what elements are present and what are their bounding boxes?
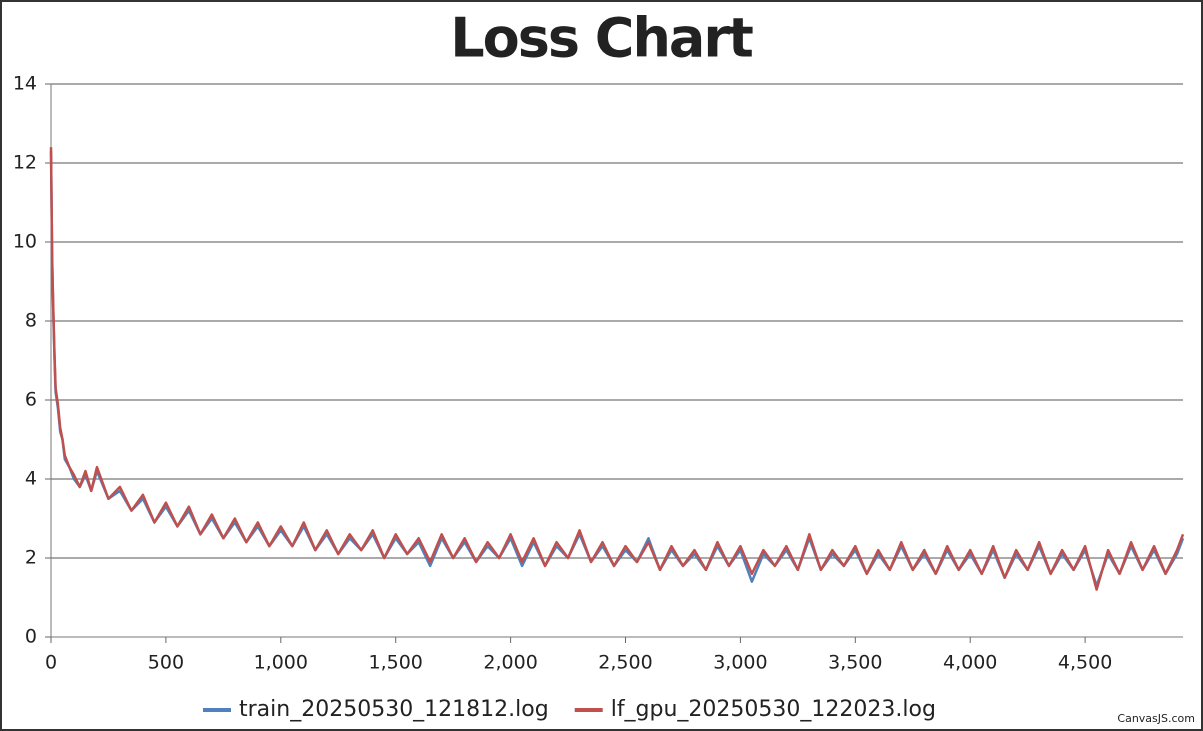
legend-label: train_20250530_121812.log bbox=[239, 697, 549, 722]
x-tick-label: 3,000 bbox=[713, 652, 767, 674]
series-line bbox=[49, 147, 1185, 591]
x-tick-label: 2,000 bbox=[483, 652, 537, 674]
x-tick-label: 4,500 bbox=[1058, 652, 1112, 674]
credit: CanvasJS.com bbox=[1117, 712, 1195, 725]
x-tick-label: 2,500 bbox=[598, 652, 652, 674]
y-tick-label: 2 bbox=[25, 547, 37, 569]
x-tick-label: 4,000 bbox=[943, 652, 997, 674]
y-tick-label: 14 bbox=[13, 73, 37, 95]
y-tick-label: 0 bbox=[25, 626, 37, 648]
chart-title: Loss Chart bbox=[450, 7, 753, 70]
y-tick-label: 4 bbox=[25, 468, 37, 490]
x-tick-label: 500 bbox=[148, 652, 184, 674]
y-tick-label: 12 bbox=[13, 152, 37, 174]
x-tick-label: 0 bbox=[45, 652, 57, 674]
legend-label: lf_gpu_20250530_122023.log bbox=[611, 697, 936, 722]
y-tick-label: 10 bbox=[13, 231, 37, 253]
x-tick-label: 3,500 bbox=[828, 652, 882, 674]
y-tick-label: 6 bbox=[25, 389, 37, 411]
x-tick-label: 1,500 bbox=[368, 652, 422, 674]
x-tick-label: 1,000 bbox=[254, 652, 308, 674]
y-tick-label: 8 bbox=[25, 310, 37, 332]
